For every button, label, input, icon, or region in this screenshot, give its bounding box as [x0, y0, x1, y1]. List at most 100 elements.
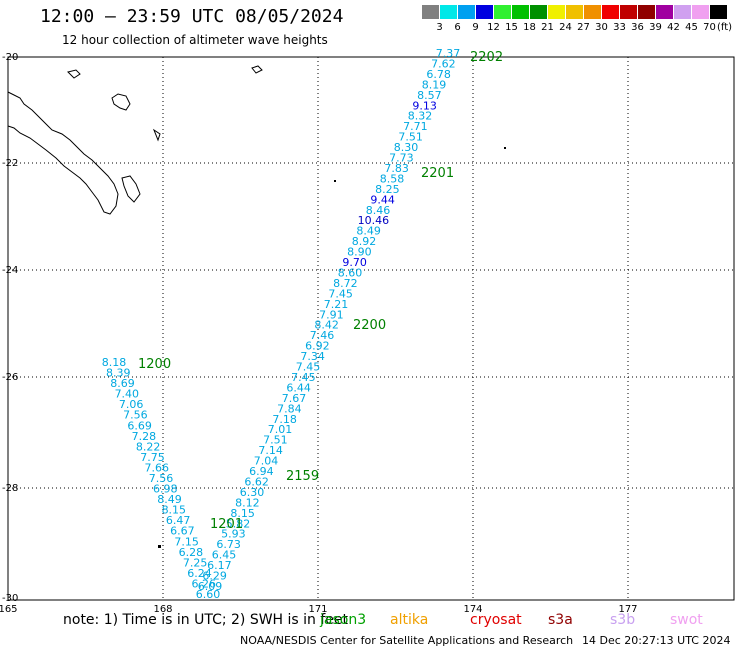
wave-height-label: 7.67: [282, 392, 307, 405]
credit-text: NOAA/NESDIS Center for Satellite Applica…: [240, 634, 574, 647]
legend-label: 36: [631, 22, 644, 33]
wave-height-label: 7.51: [263, 434, 288, 447]
legend-label: 24: [559, 22, 572, 33]
small-islands: [158, 147, 506, 548]
x-tick-label: 165: [0, 604, 18, 615]
y-tick-label: -28: [2, 483, 18, 494]
wave-height-label: 7.56: [123, 409, 148, 422]
wave-height-label: 6.24: [187, 567, 212, 580]
wave-height-label: 6.17: [207, 559, 232, 572]
legend-label: 21: [541, 22, 554, 33]
legend-swatch: [620, 5, 637, 19]
legend-label: 18: [523, 22, 536, 33]
wave-height-label: 7.40: [115, 388, 140, 401]
wave-height-label: 8.60: [338, 266, 363, 279]
wave-height-label: 6.62: [244, 475, 269, 488]
map-frame: [7, 56, 735, 601]
wave-height-label: 7.56: [149, 472, 174, 485]
wave-height-label: 6.92: [305, 340, 330, 353]
x-tick-label: 168: [153, 604, 172, 615]
wave-height-label: 6.69: [127, 419, 152, 432]
legend-swatch: [674, 5, 691, 19]
wave-height-label: 6.30: [240, 486, 265, 499]
wave-height-label: 7.28: [132, 430, 157, 443]
mission-swot: swot: [670, 612, 703, 628]
legend-swatch: [584, 5, 601, 19]
pass-time-label: 2200: [353, 318, 386, 333]
wave-height-label: 7.15: [174, 535, 199, 548]
mission-cryosat: cryosat: [470, 612, 522, 628]
wave-height-label: 8.90: [347, 246, 372, 259]
wave-height-label: 8.58: [380, 172, 405, 185]
wave-height-label: 7.37: [436, 47, 461, 60]
chart-subtitle: 12 hour collection of altimeter wave hei…: [62, 33, 328, 47]
wave-height-label: 9.44: [370, 193, 395, 206]
wave-height-label: 8.30: [394, 141, 419, 154]
wave-height-label: 7.34: [300, 350, 325, 363]
wave-height-label: 6.78: [426, 68, 451, 81]
wave-height-label: 8.42: [314, 319, 339, 332]
wave-height-label: 6.60: [196, 588, 221, 601]
island-dot: [158, 545, 161, 548]
wave-height-label: 5.82: [226, 517, 251, 530]
legend-label: 39: [649, 22, 662, 33]
wave-height-label: 8.49: [356, 225, 381, 238]
wave-height-label: 8.32: [408, 110, 433, 123]
wave-height-label: 6.28: [179, 546, 204, 559]
pass-time-labels: 2202 2201 2200 2159 1200 1201: [138, 50, 503, 532]
legend-label: 33: [613, 22, 626, 33]
y-tick-label: -30: [2, 593, 18, 604]
wave-height-label: 7.91: [319, 308, 344, 321]
pass-time-label: 2201: [421, 166, 454, 181]
wave-height-label: 9.70: [342, 256, 367, 269]
tick-labels: 165 168 171 174 177 -20 -22 -24 -26 -28 -30: [0, 52, 638, 615]
legend-label: 30: [595, 22, 608, 33]
legend-swatch: [530, 5, 547, 19]
legend-swatch: [656, 5, 673, 19]
wave-height-label: 8.22: [136, 440, 161, 453]
wave-height-label: 6.26: [191, 577, 216, 590]
wave-height-label: 6.29: [202, 570, 227, 583]
wave-height-label: 8.19: [422, 78, 447, 91]
wave-height-label: 7.45: [328, 287, 353, 300]
wave-height-label: 6.67: [170, 525, 195, 538]
legend-swatch: [458, 5, 475, 19]
y-tick-label: -26: [2, 372, 18, 383]
mission-s3a: s3a: [548, 612, 573, 628]
wave-height-label: 6.47: [166, 514, 191, 527]
wave-height-label: 8.15: [162, 504, 187, 517]
wave-height-label: 6.94: [249, 465, 274, 478]
legend-label: 27: [577, 22, 590, 33]
y-tick-label: -20: [2, 52, 18, 63]
chart-title: 12:00 — 23:59 UTC 08/05/2024: [40, 6, 344, 27]
wave-height-label: 7.62: [431, 57, 456, 70]
legend-swatch: [692, 5, 709, 19]
legend-swatch: [638, 5, 655, 19]
legend-swatch: [566, 5, 583, 19]
legend-swatch: [710, 5, 727, 19]
wave-height-label: 7.04: [254, 455, 279, 468]
legend-label: 15: [505, 22, 518, 33]
wave-height-label: 7.84: [277, 402, 302, 415]
legend-swatch: [494, 5, 511, 19]
wave-height-label: 8.92: [352, 235, 377, 248]
wave-height-label: 7.71: [403, 120, 428, 133]
mission-altika: altika: [390, 612, 429, 628]
wave-height-label: 7.25: [183, 556, 208, 569]
legend-label: 12: [487, 22, 500, 33]
wave-height-label: 7.01: [268, 423, 293, 436]
legend-swatch: [440, 5, 457, 19]
pass-time-label: 1201: [210, 517, 243, 532]
wave-height-label: 8.25: [375, 183, 400, 196]
altimeter-track-right: 7.377.626.788.198.579.138.327.717.518.30…: [198, 47, 461, 593]
legend-label: 45: [685, 22, 698, 33]
legend-swatch: [602, 5, 619, 19]
island-dot: [504, 147, 506, 149]
timestamp-text: 14 Dec 20:27:13 UTC 2024: [582, 634, 731, 647]
wave-height-label: 7.46: [310, 329, 335, 342]
wave-height-label: 9.13: [412, 99, 437, 112]
wave-height-label: 6.44: [286, 381, 311, 394]
wave-height-label: 7.14: [258, 444, 283, 457]
legend-label: 42: [667, 22, 680, 33]
wave-height-label: 6.73: [216, 538, 241, 551]
